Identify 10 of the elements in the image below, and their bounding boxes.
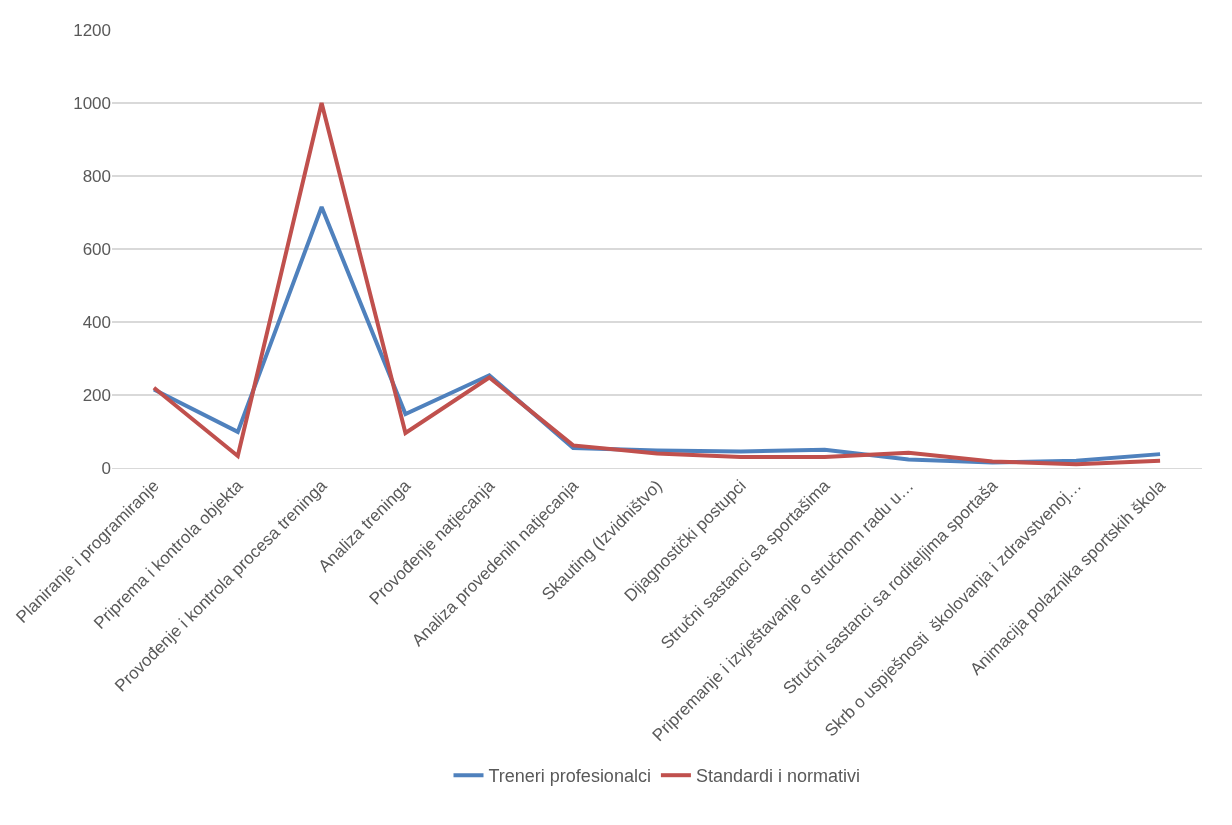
y-tick-label: 200	[82, 385, 111, 405]
line-series	[151, 101, 1163, 467]
y-tick-label: 1200	[73, 20, 111, 40]
y-tick-label: 800	[82, 166, 111, 186]
y-tick-label: 0	[101, 458, 111, 478]
legend-label: Standardi i normativi	[695, 766, 860, 787]
y-tick-label: 400	[82, 312, 111, 332]
y-tick-label: 1000	[73, 93, 111, 113]
y-tick-label: 600	[82, 239, 111, 259]
legend-label: Treneri profesionalci	[488, 766, 651, 787]
